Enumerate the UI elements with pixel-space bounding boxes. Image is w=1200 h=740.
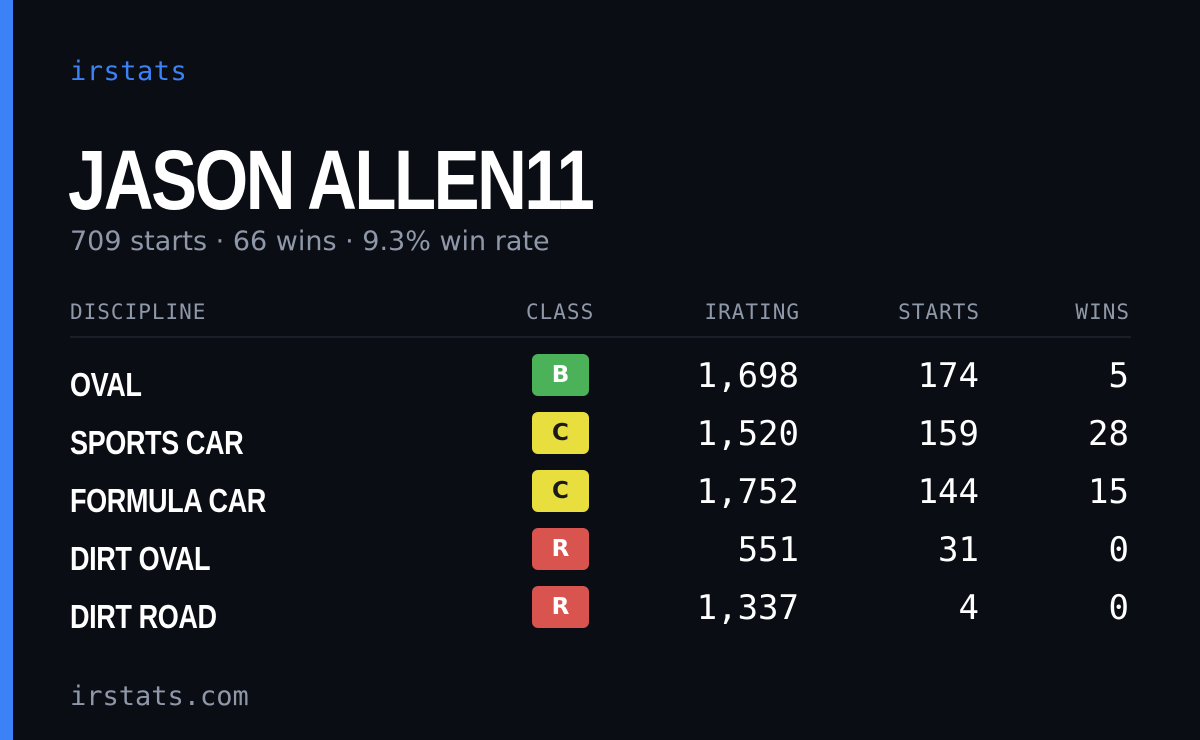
brand-logo[interactable]: irstats: [70, 56, 188, 87]
driver-summary: 709 starts · 66 wins · 9.3% win rate: [70, 226, 550, 257]
license-class-badge: R: [532, 528, 589, 570]
wins-value: 0: [1108, 530, 1129, 570]
header-discipline: DISCIPLINE: [70, 300, 207, 324]
wins-value: 28: [1088, 414, 1129, 454]
discipline-table: DISCIPLINE CLASS IRATING STARTS WINS OVA…: [70, 296, 1131, 644]
table-row: DIRT ROAD R 1,337 4 0: [70, 586, 1131, 644]
wins-value: 0: [1108, 588, 1129, 628]
discipline-name: FORMULA CAR: [70, 482, 266, 519]
starts-value: 159: [917, 414, 979, 454]
table-row: OVAL B 1,698 174 5: [70, 354, 1131, 412]
accent-bar: [0, 0, 13, 740]
table-row: DIRT OVAL R 551 31 0: [70, 528, 1131, 586]
license-class-badge: C: [532, 470, 589, 512]
irating-value: 551: [737, 530, 799, 570]
discipline-name: DIRT OVAL: [70, 540, 211, 577]
starts-value: 144: [917, 472, 979, 512]
wins-value: 5: [1108, 356, 1129, 396]
license-class-badge: R: [532, 586, 589, 628]
discipline-name: SPORTS CAR: [70, 424, 244, 461]
table-body: OVAL B 1,698 174 5 SPORTS CAR C 1,520 15…: [70, 338, 1131, 644]
license-class-badge: B: [532, 354, 589, 396]
table-header: DISCIPLINE CLASS IRATING STARTS WINS: [70, 296, 1131, 338]
table-row: SPORTS CAR C 1,520 159 28: [70, 412, 1131, 470]
starts-value: 4: [958, 588, 979, 628]
wins-value: 15: [1088, 472, 1129, 512]
header-wins: WINS: [1075, 300, 1130, 324]
header-starts: STARTS: [898, 300, 980, 324]
discipline-name: OVAL: [70, 366, 142, 403]
irating-value: 1,698: [696, 356, 799, 396]
license-class-badge: C: [532, 412, 589, 454]
irating-value: 1,752: [696, 472, 799, 512]
header-class: CLASS: [526, 300, 595, 324]
starts-value: 31: [938, 530, 979, 570]
discipline-name: DIRT ROAD: [70, 598, 217, 635]
irating-value: 1,337: [696, 588, 799, 628]
starts-value: 174: [917, 356, 979, 396]
header-irating: IRATING: [704, 300, 800, 324]
footer-url[interactable]: irstats.com: [70, 681, 249, 712]
irating-value: 1,520: [696, 414, 799, 454]
table-row: FORMULA CAR C 1,752 144 15: [70, 470, 1131, 528]
driver-name: JASON ALLEN11: [68, 133, 595, 227]
